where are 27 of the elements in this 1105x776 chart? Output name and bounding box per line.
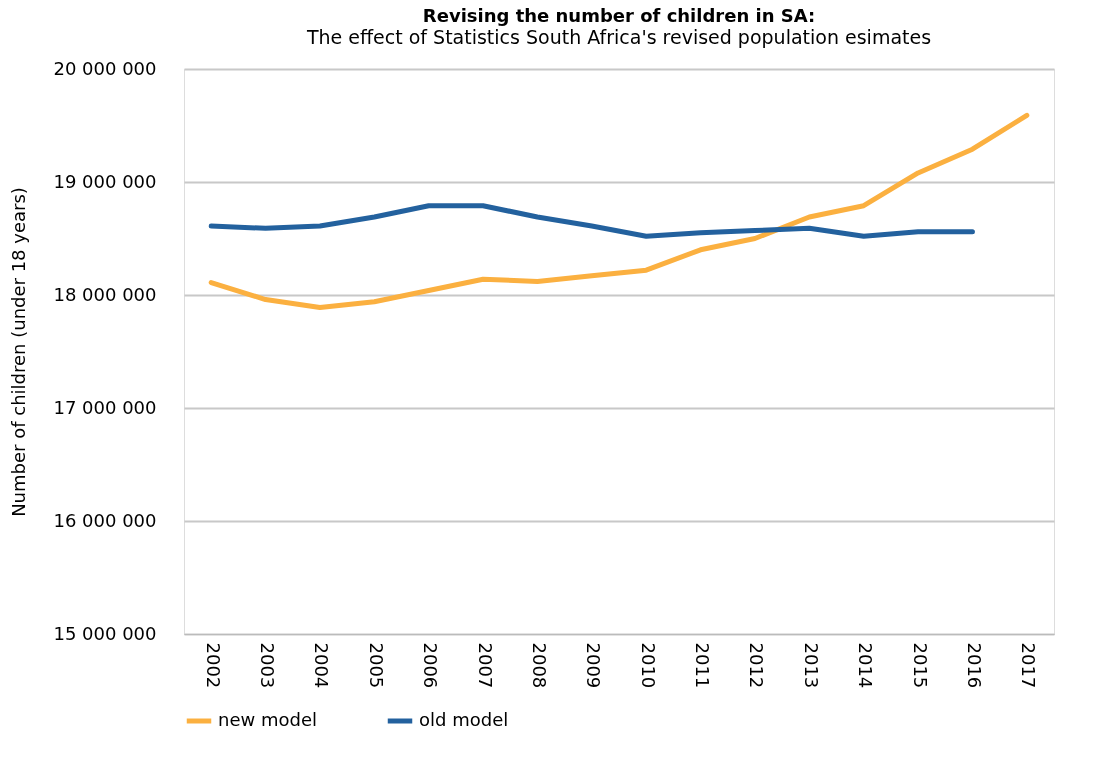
- y-tick-label: 16 000 000: [53, 509, 157, 531]
- chart-title: Revising the number of children in SA:: [422, 5, 816, 26]
- y-axis-title: Number of children (under 18 years): [8, 187, 30, 517]
- x-tick-label: 2013: [800, 642, 822, 689]
- x-tick-label: 2006: [420, 642, 442, 689]
- y-tick-label: 20 000 000: [53, 57, 157, 79]
- y-tick-label: 15 000 000: [53, 622, 157, 644]
- y-tick-label: 17 000 000: [53, 396, 157, 418]
- x-tick-label: 2016: [963, 642, 985, 689]
- legend-label: old model: [419, 709, 509, 730]
- x-tick-label: 2014: [855, 642, 877, 689]
- x-tick-label: 2007: [474, 642, 496, 689]
- y-tick-label: 18 000 000: [53, 283, 157, 305]
- x-tick-label: 2009: [583, 642, 605, 689]
- x-tick-label: 2015: [909, 642, 931, 689]
- x-tick-label: 2008: [528, 642, 550, 689]
- legend-label: new model: [218, 709, 317, 730]
- x-tick-label: 2004: [311, 642, 333, 689]
- x-tick-label: 2017: [1018, 642, 1040, 689]
- y-tick-label: 19 000 000: [53, 170, 157, 192]
- x-tick-label: 2011: [692, 642, 714, 689]
- x-tick-label: 2003: [257, 642, 279, 689]
- x-tick-label: 2005: [365, 642, 387, 689]
- x-tick-label: 2010: [637, 642, 659, 689]
- x-tick-label: 2012: [746, 642, 768, 689]
- chart-subtitle: The effect of Statistics South Africa's revised population esimates: [305, 26, 932, 48]
- x-tick-label: 2002: [202, 642, 224, 689]
